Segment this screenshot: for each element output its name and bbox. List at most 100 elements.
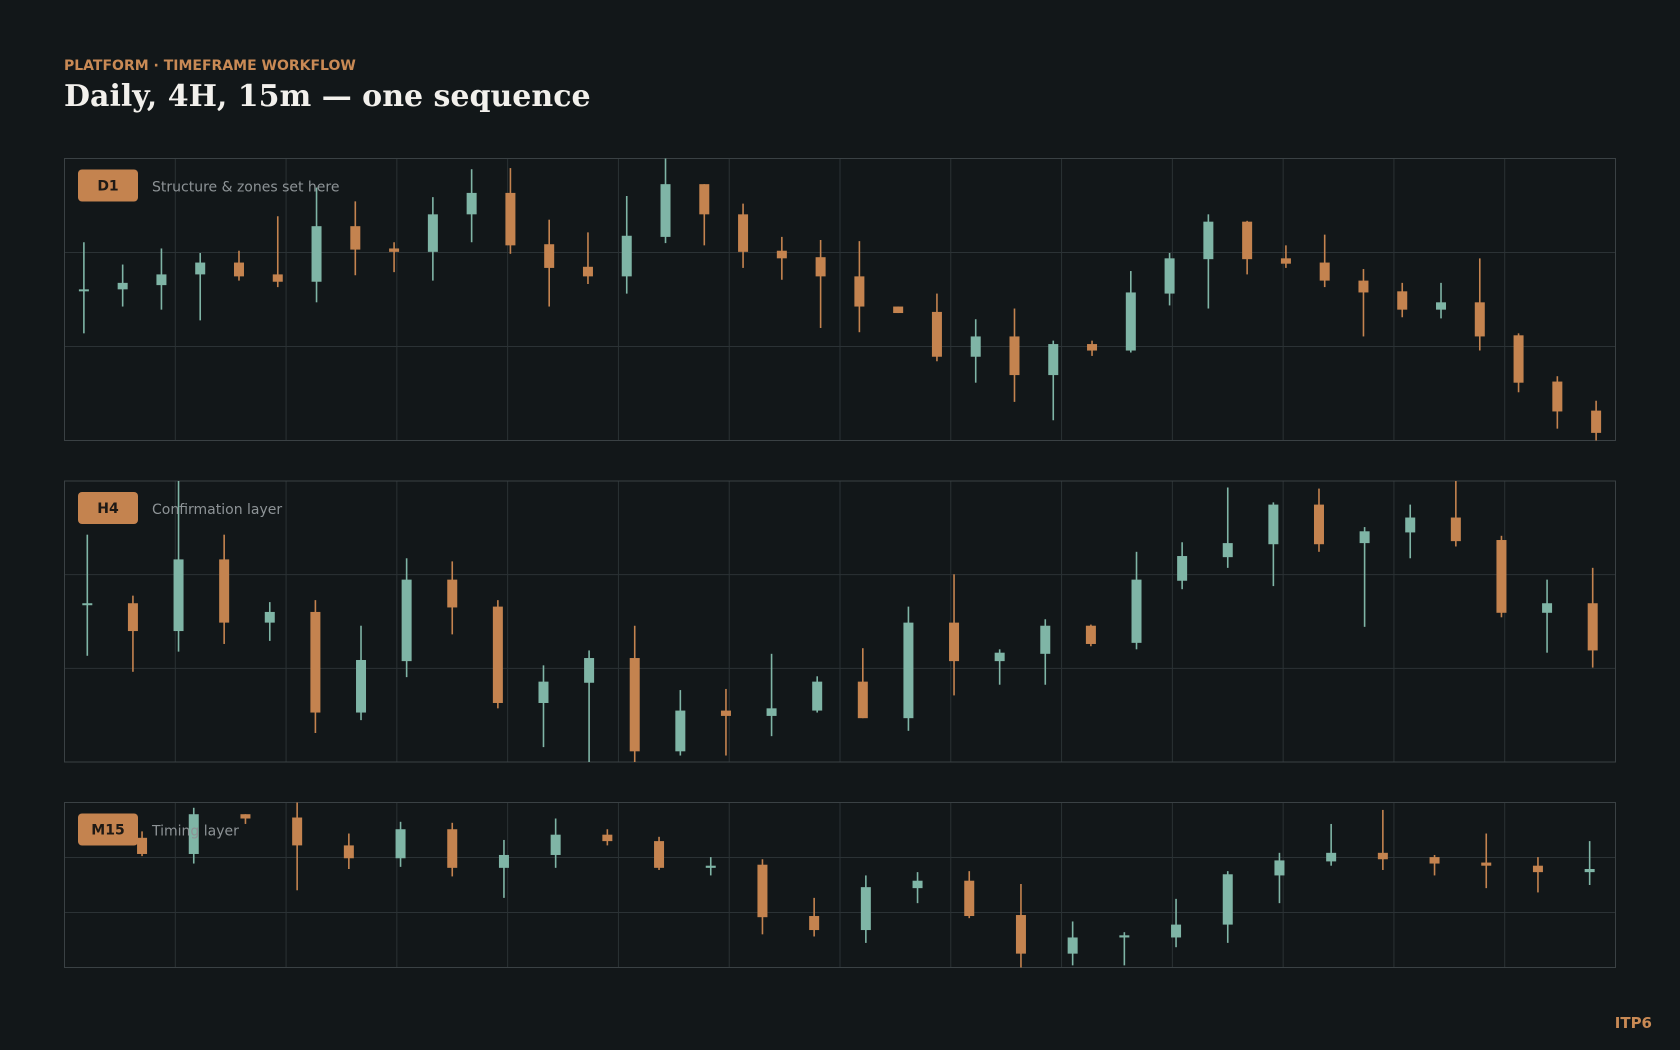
candle-body [550,834,561,855]
candle-body [629,658,640,752]
candle-body [1171,924,1182,938]
candle-body [1009,336,1020,376]
badge-label: M15 [91,823,124,839]
candle-body [311,226,322,282]
candle-body [1222,874,1233,925]
panel-frame [64,802,1616,968]
candle-body [492,606,503,703]
candle-body [1542,603,1553,613]
candle-body [505,192,516,246]
eyebrow: PLATFORM · TIMEFRAME WORKFLOW [64,58,356,74]
candle-body [137,837,148,854]
panel-subtitle: Structure & zones set here [152,180,339,196]
candle-body [809,916,820,931]
timeframe-badge [78,813,138,846]
panel-subtitle: Timing layer [151,824,239,840]
candle-body [1513,335,1524,383]
candle-body [912,880,923,889]
candle-body [720,710,731,716]
candle-body [705,865,716,868]
candle-body [1313,504,1324,545]
candle-body [1177,556,1188,581]
candle-body [1481,862,1492,866]
candle-body [1496,540,1507,613]
candle-body [117,282,128,290]
candle-body [1377,852,1388,860]
candle-body [498,854,509,868]
candle-body [1359,531,1370,544]
page-title: Daily, 4H, 15m — one sequence [64,79,591,114]
candle-body [401,579,412,662]
candle-body [395,829,406,859]
candle-body [1450,517,1461,542]
candle-body [893,306,904,314]
candle-body [240,814,251,819]
candle-body [738,214,749,252]
candle-body [1474,302,1485,337]
badge-label: H4 [97,501,119,517]
candle-body [292,817,303,846]
candle-body [1048,344,1059,376]
candle-body [1280,258,1291,264]
candle-body [1326,852,1337,862]
panel-frame [64,480,1616,763]
candle-body [931,311,942,357]
candle-body [1131,579,1142,643]
candle-body [1405,517,1416,533]
candle-body [82,603,93,606]
candle-body [970,336,981,357]
candle-body [127,603,138,632]
timeframe-badge [78,492,138,524]
candle-body [1067,937,1078,954]
candle-body [188,814,199,854]
candle-body [233,262,244,277]
candle-body [1164,258,1175,294]
candle-body [1532,865,1543,873]
candle-body [1358,280,1369,293]
candle-body [903,622,914,719]
candle-body [78,289,89,292]
badge-label: D1 [97,179,118,195]
candle-body [1436,302,1447,310]
candle-body [766,708,777,716]
candle-body [964,880,975,917]
candle-body [860,887,871,931]
footer-label: ITP6 [1615,1014,1652,1032]
candle-body [621,235,632,277]
candle-body [582,266,593,277]
candle-body [356,659,367,713]
candle-body [1087,344,1098,351]
candle-body [1242,221,1253,260]
candle-body [1584,868,1595,873]
candle-body [1203,221,1214,260]
candle-body [854,276,865,307]
candle-body [815,257,826,277]
candle-body [699,184,710,215]
candle-body [757,864,768,918]
panel-subtitle: Confirmation layer [152,502,282,518]
candle-body [994,652,1005,662]
candle-body [544,244,555,268]
candle-body [675,710,686,752]
candle-body [1587,603,1598,651]
candle-body [857,681,868,719]
candle-body [219,559,230,623]
candle-body [1591,410,1602,433]
candle-body [173,559,184,632]
candle-body [1040,625,1051,654]
timeframe-badge [78,169,138,202]
panel-frame [64,158,1616,441]
candle-body [584,658,595,683]
candle-body [1015,915,1026,954]
candle-body [343,845,354,859]
candle-body [654,841,665,868]
candle-body [1552,381,1563,412]
candle-body [1085,625,1096,644]
candle-body [195,262,206,275]
candle-body [660,184,671,237]
candle-body [350,226,361,250]
candle-body [1125,292,1136,351]
candle-body [427,214,438,252]
candle-body [466,192,477,215]
